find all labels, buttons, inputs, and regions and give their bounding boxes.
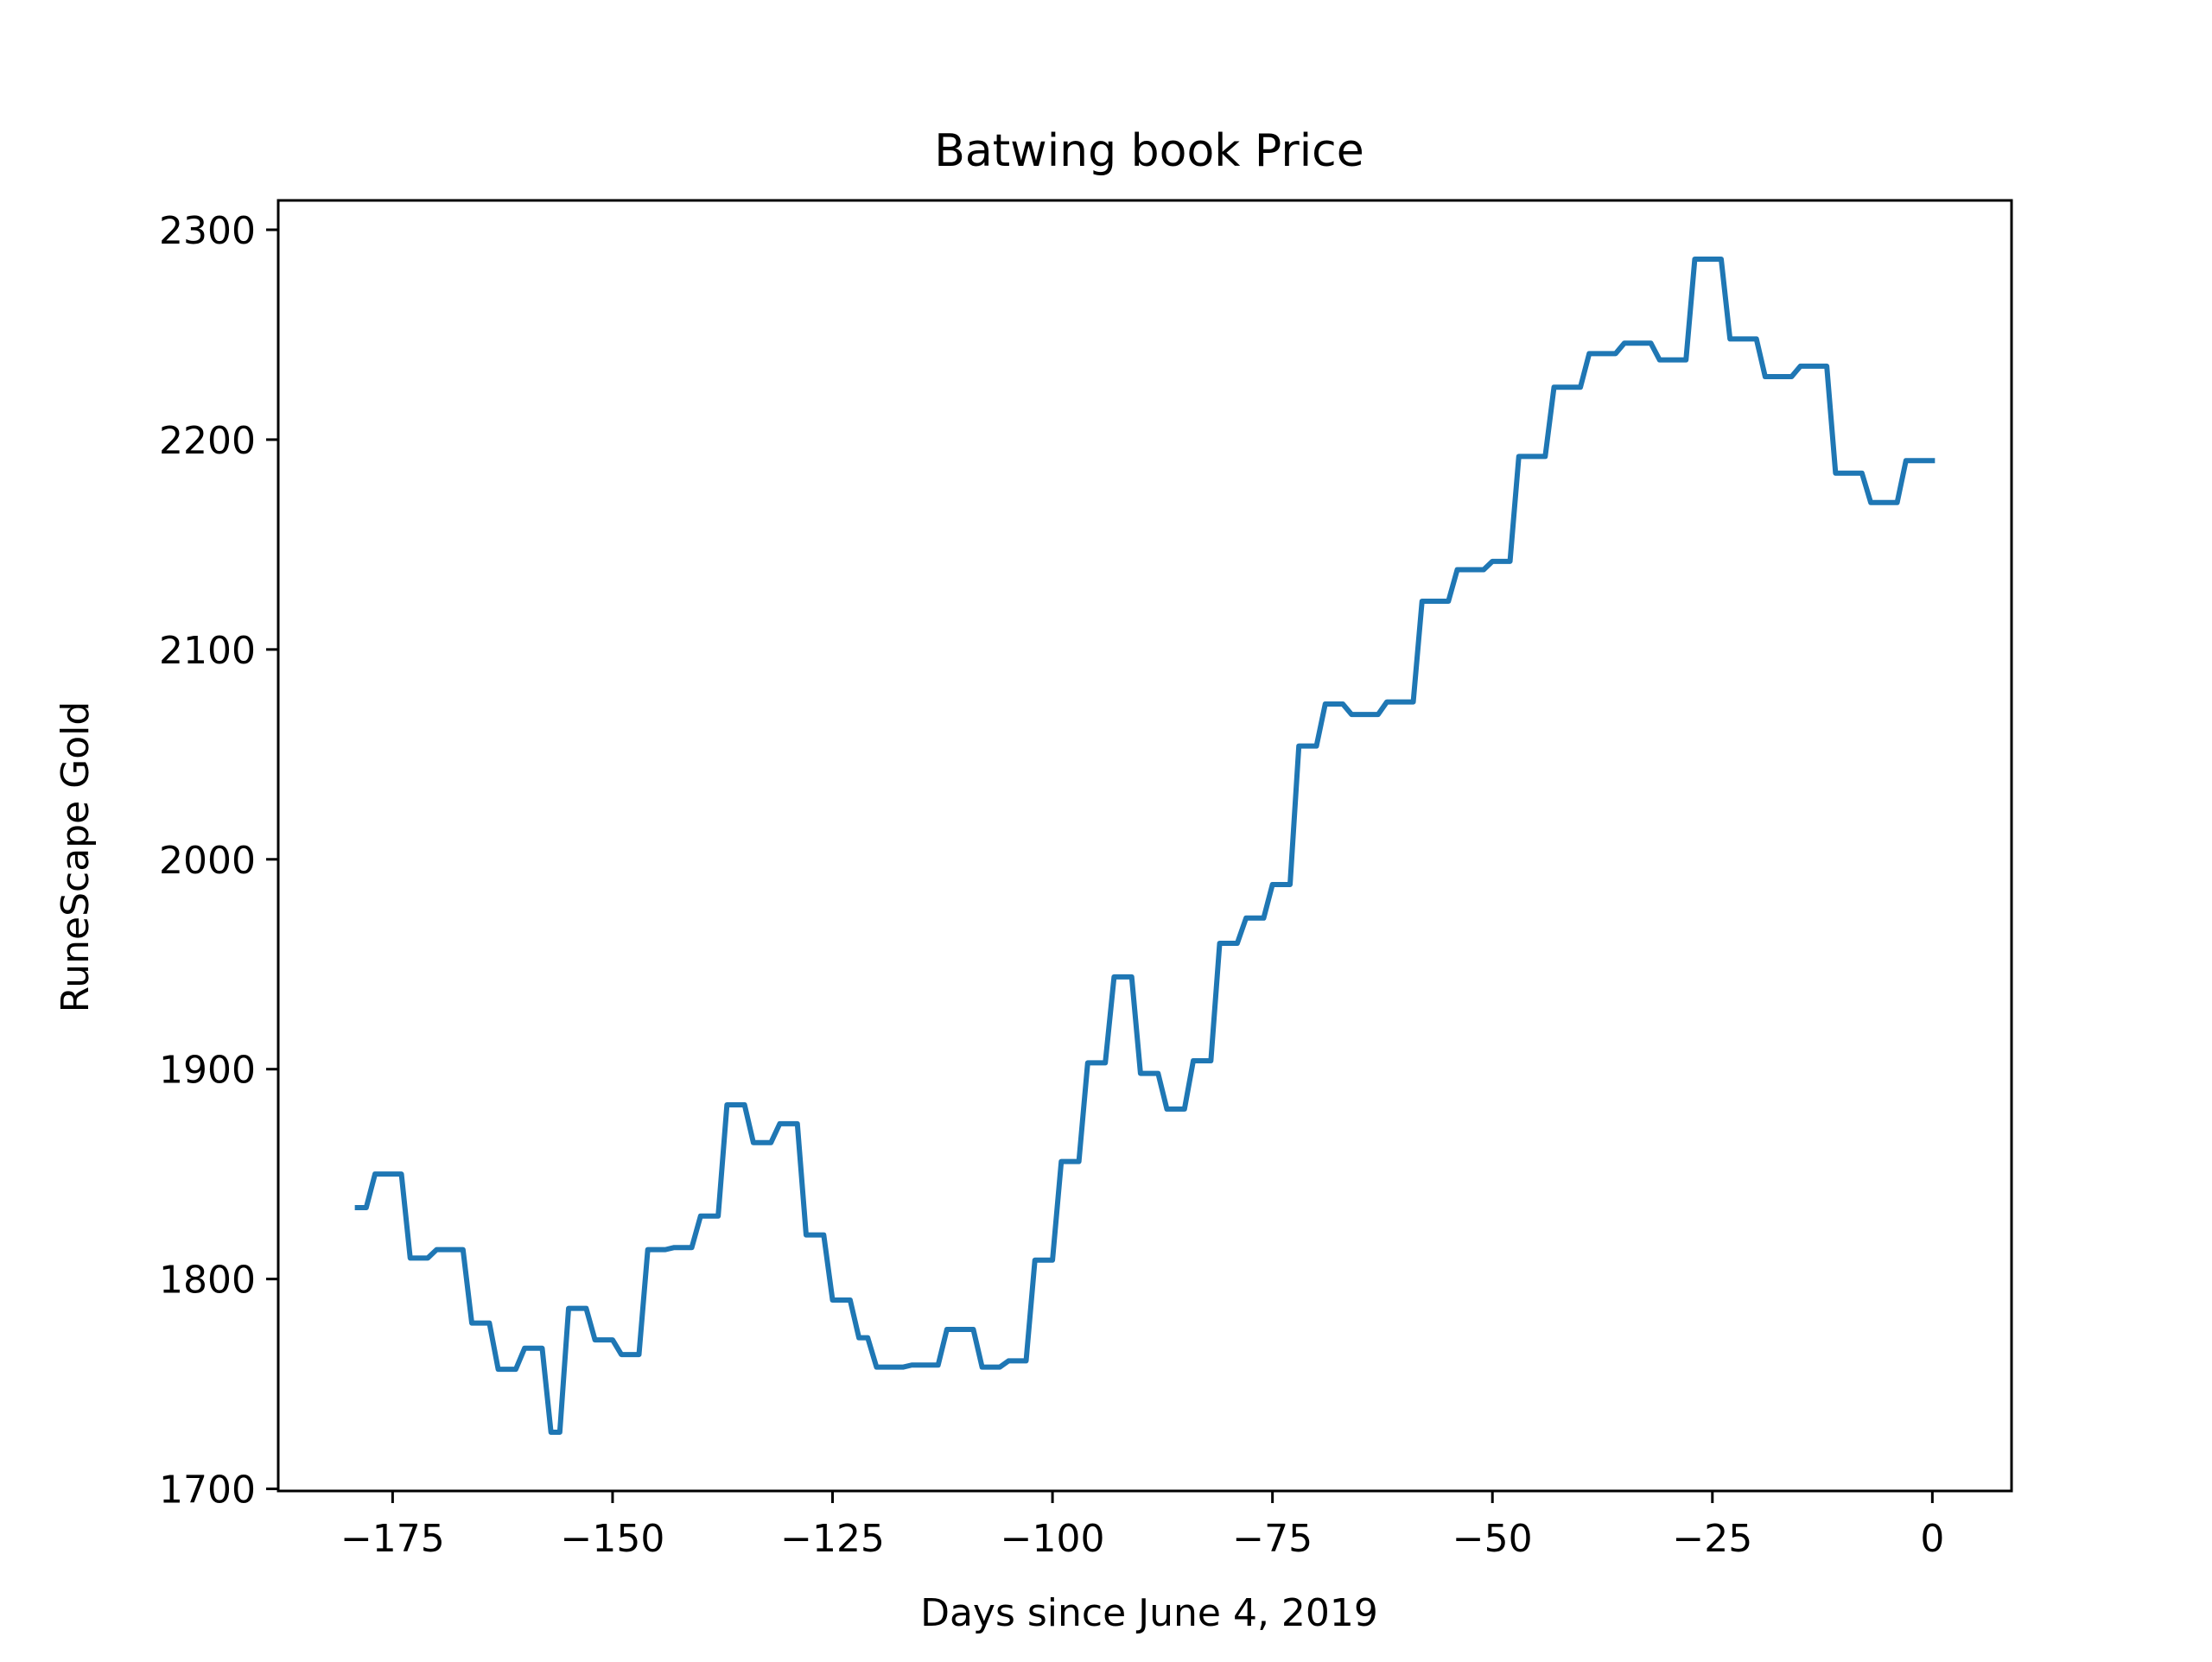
x-tick-label: −175	[340, 1517, 445, 1561]
y-tick-label: 2300	[159, 209, 256, 253]
x-tick-label: −125	[780, 1517, 885, 1561]
x-tick-label: −150	[561, 1517, 665, 1561]
y-axis-ticks: 1700 1800 1900 2000 2100 2200 2300	[159, 209, 278, 1513]
x-tick-label: −100	[1001, 1517, 1105, 1561]
y-tick-label: 1700	[159, 1469, 256, 1513]
axes-frame	[276, 199, 2013, 1493]
y-tick-label: 2200	[159, 419, 256, 463]
plot-area	[276, 199, 2013, 1493]
x-tick-label: −25	[1672, 1517, 1752, 1561]
y-tick-label: 1800	[159, 1259, 256, 1303]
chart-title: Batwing book Price	[934, 125, 1364, 177]
y-tick-label: 2000	[159, 839, 256, 883]
y-tick-label: 1900	[159, 1049, 256, 1093]
series-line-0	[354, 257, 1936, 1435]
x-axis-ticks: −175 −150 −125 −100 −75 −50 −25 0	[340, 1491, 1944, 1561]
x-tick-label: −75	[1232, 1517, 1313, 1561]
x-axis-label: Days since June 4, 2019	[920, 1591, 1378, 1635]
y-axis-label: RuneScape Gold	[54, 701, 98, 1013]
x-tick-label: −50	[1452, 1517, 1533, 1561]
x-tick-label: 0	[1920, 1517, 1944, 1561]
y-tick-label: 2100	[159, 629, 256, 673]
